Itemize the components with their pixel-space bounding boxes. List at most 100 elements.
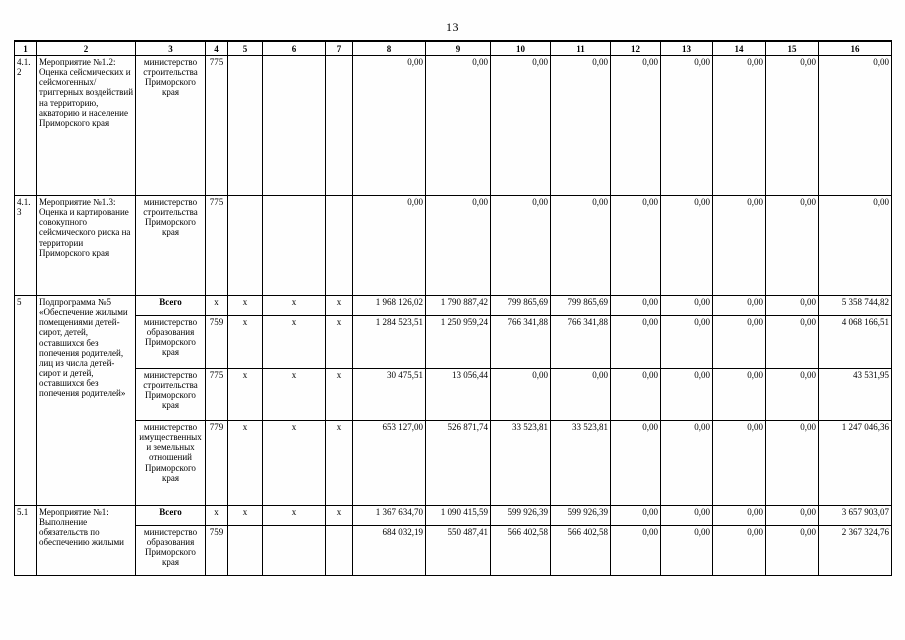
column-header: 12 xyxy=(610,40,661,56)
table-cell: х xyxy=(205,505,228,526)
table-row: 5 Подпрограмма №5 «Обеспечение жилыми пом… xyxy=(14,295,892,506)
table-cell: х xyxy=(325,420,353,506)
column-header: 7 xyxy=(325,40,353,56)
table-cell: Мероприятие №1.2: Оценка сейсмических и … xyxy=(36,55,136,196)
table-row: 5.1 Мероприятие №1: Выполнение обязательс… xyxy=(14,505,892,576)
table-cell: 33 523,81 xyxy=(550,420,611,506)
table-cell: 779 xyxy=(205,420,228,506)
column-header: 2 xyxy=(36,40,136,56)
table-cell: 5 xyxy=(14,295,37,506)
table-cell xyxy=(227,55,263,196)
table-cell: 775 xyxy=(205,55,228,196)
table-cell: 13 056,44 xyxy=(425,368,491,421)
table-cell: 0,00 xyxy=(425,55,491,196)
table-cell: 0,00 xyxy=(425,195,491,296)
table-cell: 0,00 xyxy=(765,195,819,296)
table-cell: 759 xyxy=(205,525,228,576)
table-cell: 1 247 046,36 xyxy=(818,420,892,506)
table-cell: 0,00 xyxy=(660,195,713,296)
column-header: 5 xyxy=(227,40,263,56)
table-cell: 0,00 xyxy=(765,525,819,576)
table-cell: х xyxy=(205,295,228,316)
table-cell: 599 926,39 xyxy=(550,505,611,526)
table-cell: 0,00 xyxy=(550,55,611,196)
column-header: 15 xyxy=(765,40,819,56)
column-header: 1 xyxy=(14,40,37,56)
table-cell xyxy=(262,55,326,196)
table-cell: 5 358 744,82 xyxy=(818,295,892,316)
table-cell: министерство строительства Приморского к… xyxy=(135,368,206,421)
table-cell: 2 367 324,76 xyxy=(818,525,892,576)
table-cell: 0,00 xyxy=(660,55,713,196)
table-cell: 0,00 xyxy=(660,420,713,506)
table-cell: х xyxy=(325,368,353,421)
table-cell: Мероприятие №1.3: Оценка и картирование … xyxy=(36,195,136,296)
table-row: 4.1.3 Мероприятие №1.3: Оценка и картиров… xyxy=(14,195,892,296)
table-row: министерство образования Приморского кра… xyxy=(15,315,892,369)
column-header: 13 xyxy=(660,40,713,56)
table-cell: 0,00 xyxy=(818,195,892,296)
table-cell: х xyxy=(227,505,263,526)
table-cell: Мероприятие №1: Выполнение обязательств … xyxy=(36,505,136,576)
table-cell: 799 865,69 xyxy=(490,295,551,316)
table-cell: 766 341,88 xyxy=(490,315,551,369)
table-cell: 0,00 xyxy=(610,315,661,369)
table-cell: 1 367 634,70 xyxy=(352,505,426,526)
table-cell: 0,00 xyxy=(660,368,713,421)
table-cell: 599 926,39 xyxy=(490,505,551,526)
table-cell: 0,00 xyxy=(490,368,551,421)
table-cell: 0,00 xyxy=(610,420,661,506)
table-cell: 0,00 xyxy=(712,55,766,196)
table-cell: х xyxy=(325,505,353,526)
table-cell: 0,00 xyxy=(550,195,611,296)
table-cell: х xyxy=(262,295,326,316)
table-cell: 0,00 xyxy=(352,55,426,196)
page-number: 13 xyxy=(446,20,459,34)
table-header-row: 1 2 3 4 5 6 7 8 9 10 11 12 13 14 15 16 xyxy=(14,40,892,56)
column-header: 8 xyxy=(352,40,426,56)
table-cell: министерство строительства Приморского к… xyxy=(135,195,206,296)
table-cell: 0,00 xyxy=(490,195,551,296)
column-header: 11 xyxy=(550,40,611,56)
table-cell: 653 127,00 xyxy=(352,420,426,506)
table-cell: 0,00 xyxy=(490,55,551,196)
table-cell: 0,00 xyxy=(765,55,819,196)
table-cell: х xyxy=(325,295,353,316)
table-cell: 0,00 xyxy=(660,525,713,576)
column-header: 16 xyxy=(818,40,892,56)
table-row: министерство строительства Приморского к… xyxy=(15,368,892,421)
table-row: министерство имущественных и земельных о… xyxy=(15,420,892,506)
table-cell: 0,00 xyxy=(660,295,713,316)
table-cell: Всего xyxy=(135,295,206,316)
table-cell: 1 968 126,02 xyxy=(352,295,426,316)
table-cell: 0,00 xyxy=(610,525,661,576)
table-cell: 0,00 xyxy=(610,195,661,296)
table-cell: 4.1.3 xyxy=(14,195,37,296)
table-cell: 5.1 xyxy=(14,505,37,576)
table-cell: 1 284 523,51 xyxy=(352,315,426,369)
table-cell: 0,00 xyxy=(712,505,766,526)
table-cell xyxy=(325,525,353,576)
table-cell: 0,00 xyxy=(712,315,766,369)
table-cell: 0,00 xyxy=(610,505,661,526)
table-cell: 566 402,58 xyxy=(490,525,551,576)
table-cell: 1 090 415,59 xyxy=(425,505,491,526)
table-cell: 43 531,95 xyxy=(818,368,892,421)
table-cell: 0,00 xyxy=(765,295,819,316)
column-header: 6 xyxy=(262,40,326,56)
table-cell xyxy=(262,525,326,576)
table-cell: 0,00 xyxy=(765,368,819,421)
table-cell: 4.1.2 xyxy=(14,55,37,196)
column-header: 14 xyxy=(712,40,766,56)
table-cell: Подпрограмма №5 «Обеспечение жилыми поме… xyxy=(36,295,136,506)
table-cell: 0,00 xyxy=(765,420,819,506)
table-cell: 1 790 887,42 xyxy=(425,295,491,316)
table-cell: х xyxy=(262,368,326,421)
table-cell: министерство образования Приморского кра… xyxy=(135,315,206,369)
table-cell: 0,00 xyxy=(660,505,713,526)
table-body: 4.1.2 Мероприятие №1.2: Оценка сейсмическ… xyxy=(14,55,892,576)
table-cell: 3 657 903,07 xyxy=(818,505,892,526)
table-cell: 566 402,58 xyxy=(550,525,611,576)
table-cell: 4 068 166,51 xyxy=(818,315,892,369)
table-cell: х xyxy=(262,420,326,506)
